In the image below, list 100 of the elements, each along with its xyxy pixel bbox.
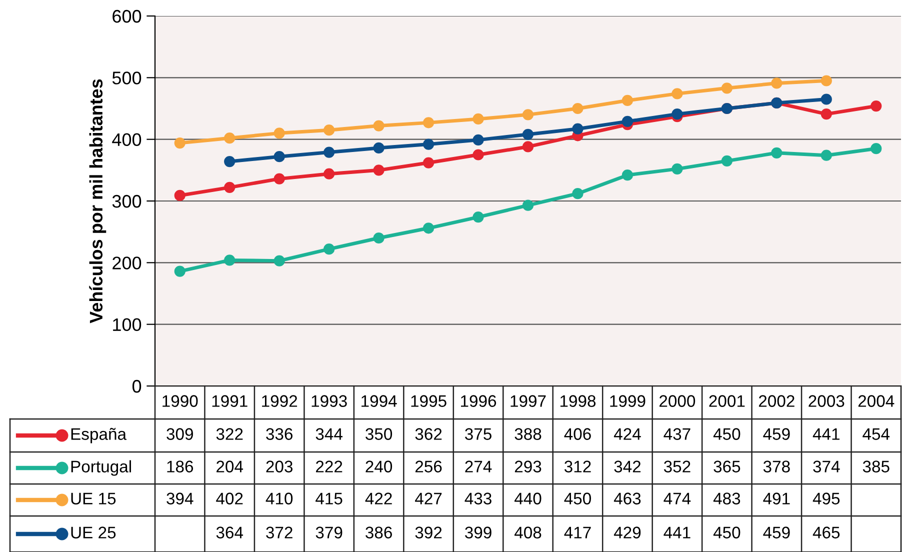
data-label: 410 xyxy=(266,492,293,504)
data-label: 274 xyxy=(465,460,492,472)
data-label: 491 xyxy=(763,492,790,504)
point xyxy=(672,108,683,120)
x-tick-label: 1994 xyxy=(362,395,397,407)
point xyxy=(622,116,634,128)
point xyxy=(373,232,384,244)
point xyxy=(522,109,534,120)
point xyxy=(324,168,335,180)
data-label: 344 xyxy=(316,428,342,440)
data-label: 417 xyxy=(564,526,591,538)
point xyxy=(224,132,236,144)
y-tick-label: 300 xyxy=(112,194,142,208)
data-label: 463 xyxy=(614,492,641,504)
point xyxy=(522,200,534,211)
data-label: 450 xyxy=(713,526,740,538)
point xyxy=(820,108,832,120)
data-label: 392 xyxy=(415,526,442,538)
data-label: 322 xyxy=(216,428,243,440)
x-tick-label: 1992 xyxy=(262,395,298,407)
data-label: 495 xyxy=(812,492,840,504)
y-tick-label: 500 xyxy=(112,72,142,84)
point xyxy=(472,149,484,160)
data-label: 204 xyxy=(216,460,244,472)
point xyxy=(174,137,186,149)
point xyxy=(572,102,584,114)
data-label: 450 xyxy=(564,492,591,504)
point xyxy=(672,163,683,174)
data-label: 385 xyxy=(862,460,890,472)
point xyxy=(522,128,534,140)
data-label: 399 xyxy=(465,526,492,538)
point xyxy=(373,120,384,132)
x-tick-label: 1995 xyxy=(411,395,446,407)
data-label: 240 xyxy=(366,460,392,472)
point xyxy=(572,123,584,134)
data-label: 336 xyxy=(266,428,293,440)
x-tick-label: 2000 xyxy=(660,395,696,407)
point xyxy=(472,211,484,223)
data-label: 437 xyxy=(664,428,690,440)
point xyxy=(373,164,384,176)
data-label: 429 xyxy=(614,526,641,538)
legend-label: España xyxy=(71,428,127,444)
data-label: 186 xyxy=(167,460,194,472)
point xyxy=(572,188,584,200)
data-label: 342 xyxy=(614,460,641,472)
y-tick-label: 100 xyxy=(113,318,142,332)
point xyxy=(771,147,782,158)
point xyxy=(224,254,236,266)
y-tick-label: 400 xyxy=(112,133,142,146)
data-label: 450 xyxy=(713,428,740,440)
point xyxy=(274,151,285,162)
point xyxy=(721,82,732,94)
point xyxy=(224,182,236,193)
data-label: 350 xyxy=(366,428,392,440)
point xyxy=(870,100,882,112)
point xyxy=(224,156,236,168)
x-tick-label: 1996 xyxy=(461,395,496,407)
point xyxy=(422,157,434,168)
data-label: 378 xyxy=(763,460,790,472)
data-label: 309 xyxy=(166,428,193,440)
data-label: 441 xyxy=(812,428,840,440)
point xyxy=(422,117,434,128)
point xyxy=(771,78,782,89)
data-label: 386 xyxy=(366,526,392,538)
data-label: 388 xyxy=(514,428,542,440)
point xyxy=(274,128,285,139)
point xyxy=(472,134,484,146)
point xyxy=(174,190,186,202)
legend-label: Portugal xyxy=(71,460,131,476)
x-tick-label: 1990 xyxy=(162,395,198,407)
data-label: 465 xyxy=(812,526,840,538)
point xyxy=(870,143,882,154)
point xyxy=(522,141,534,152)
data-label: 222 xyxy=(316,460,342,472)
data-label: 352 xyxy=(664,460,690,472)
legend-label: UE 15 xyxy=(71,492,116,504)
data-label: 203 xyxy=(266,460,293,472)
point xyxy=(820,150,832,161)
point xyxy=(422,222,434,234)
data-label: 364 xyxy=(216,526,244,538)
point xyxy=(422,138,434,150)
point xyxy=(672,88,683,100)
point xyxy=(472,113,484,125)
data-label: 474 xyxy=(664,492,691,504)
data-label: 394 xyxy=(166,492,194,504)
x-tick-label: 1993 xyxy=(312,395,347,407)
x-tick-label: 2003 xyxy=(808,395,844,407)
y-axis-title: Vehículos por mil habitantes xyxy=(89,79,106,324)
data-label: 362 xyxy=(415,428,442,440)
data-label: 427 xyxy=(415,492,442,504)
data-label: 312 xyxy=(564,460,591,472)
x-tick-label: 2004 xyxy=(858,395,894,407)
point xyxy=(373,142,384,154)
point xyxy=(324,146,335,158)
point xyxy=(324,244,335,255)
point xyxy=(820,94,832,105)
y-tick-label: 600 xyxy=(112,10,142,23)
point xyxy=(324,124,335,136)
x-tick-label: 1999 xyxy=(610,395,646,407)
point xyxy=(274,255,285,266)
